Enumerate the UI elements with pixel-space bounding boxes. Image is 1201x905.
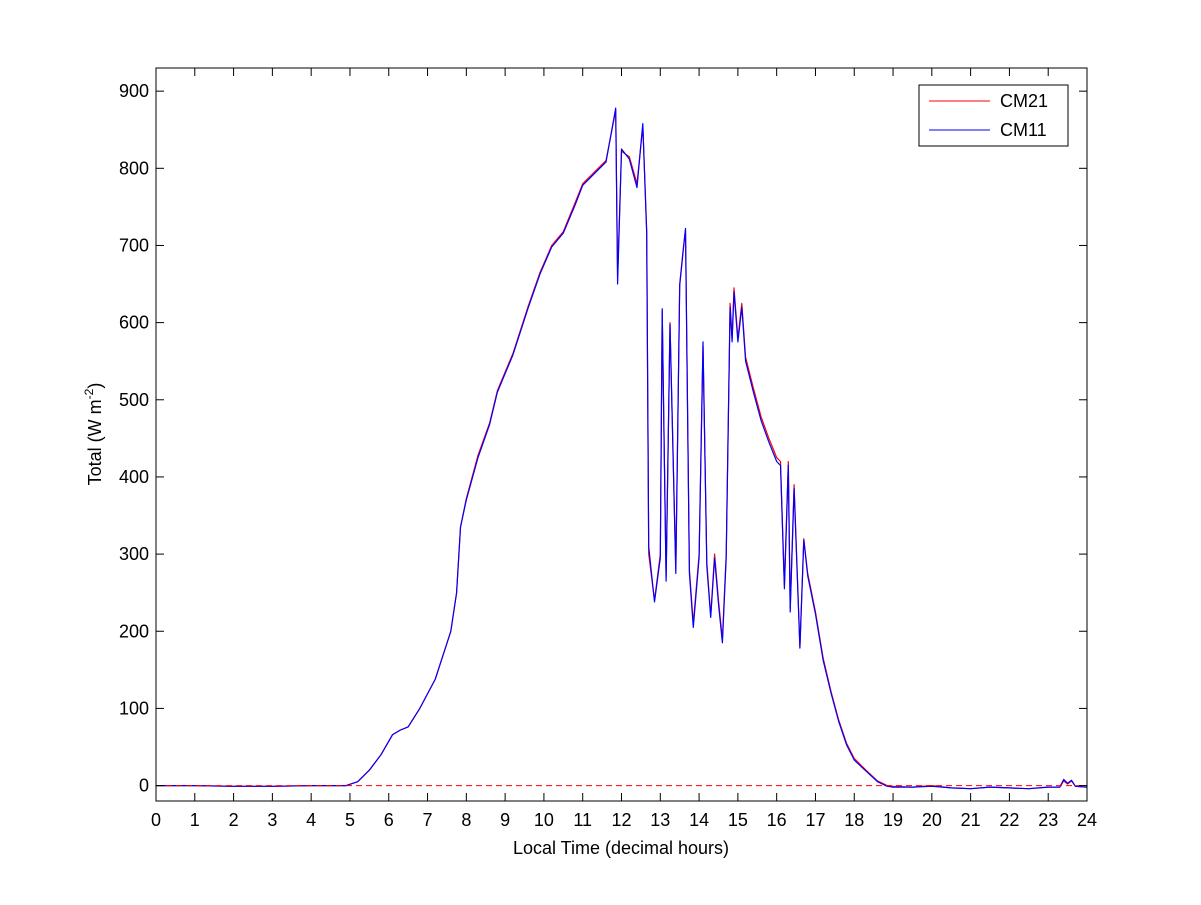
x-tick-label: 12 xyxy=(611,810,631,830)
x-tick-label: 11 xyxy=(573,810,592,830)
x-tick-label: 23 xyxy=(1038,810,1058,830)
y-tick-label: 0 xyxy=(139,776,149,796)
x-tick-label: 21 xyxy=(961,810,981,830)
y-tick-label: 700 xyxy=(119,235,149,255)
y-tick-label: 100 xyxy=(119,698,149,718)
x-tick-label: 5 xyxy=(345,810,355,830)
y-axis-label: Total (W m-2) xyxy=(82,383,105,486)
x-tick-label: 10 xyxy=(534,810,554,830)
legend-label-cm11: CM11 xyxy=(1000,120,1047,140)
x-axis: 0 1 2 3 4 5 6 7 8 9 10 11 12 13 14 15 16 17 18 19 20 21 22 23 24 xyxy=(151,68,1097,830)
y-tick-label: 500 xyxy=(119,390,149,410)
legend: CM21 CM11 xyxy=(918,84,1069,147)
x-tick-label: 14 xyxy=(689,810,709,830)
x-tick-label: 6 xyxy=(384,810,394,830)
legend-label-cm21: CM21 xyxy=(1000,91,1048,111)
x-tick-label: 18 xyxy=(844,810,864,830)
x-tick-label: 22 xyxy=(999,810,1019,830)
x-tick-label: 24 xyxy=(1077,810,1097,830)
x-tick-label: 3 xyxy=(267,810,277,830)
series-layer xyxy=(156,107,1088,790)
y-tick-label: 300 xyxy=(119,544,149,564)
y-tick-label: 600 xyxy=(119,313,149,333)
y-axis-label-main: Total (W m xyxy=(85,399,105,485)
y-tick-label: 800 xyxy=(119,158,149,178)
y-axis: 0 100 200 300 400 500 600 700 800 900 xyxy=(119,81,1087,796)
legend-box xyxy=(918,84,1069,147)
x-tick-label: 4 xyxy=(306,810,316,830)
y-tick-label: 400 xyxy=(119,467,149,487)
x-axis-label: Local Time (decimal hours) xyxy=(513,838,729,858)
y-tick-label: 900 xyxy=(119,81,149,101)
x-tick-label: 17 xyxy=(805,810,825,830)
x-tick-label: 8 xyxy=(461,810,471,830)
plot-area xyxy=(156,68,1087,801)
y-axis-label-exponent: -2 xyxy=(82,388,96,399)
x-tick-label: 0 xyxy=(151,810,161,830)
x-tick-label: 16 xyxy=(767,810,787,830)
y-axis-label-close: ) xyxy=(85,383,105,389)
x-tick-label: 2 xyxy=(229,810,239,830)
y-tick-label: 200 xyxy=(119,621,149,641)
x-tick-label: 15 xyxy=(728,810,748,830)
x-tick-label: 19 xyxy=(883,810,903,830)
series-line-cm11 xyxy=(156,107,1088,790)
x-tick-label: 20 xyxy=(922,810,942,830)
x-tick-label: 1 xyxy=(190,810,200,830)
x-tick-label: 7 xyxy=(423,810,433,830)
x-tick-label: 13 xyxy=(650,810,670,830)
x-tick-label: 9 xyxy=(500,810,510,830)
